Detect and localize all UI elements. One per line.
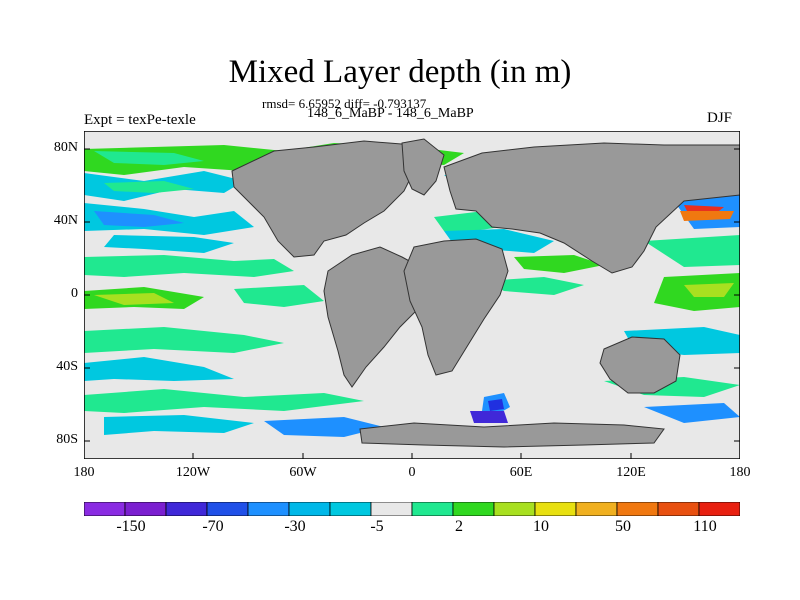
run-comparison: 148_6_MaBP - 148_6_MaBP bbox=[307, 106, 474, 121]
colorbar-label: 110 bbox=[693, 518, 717, 535]
colorbar-label: 50 bbox=[615, 518, 631, 535]
lon-label-60w: 60W bbox=[289, 465, 317, 480]
colorbar-swatch bbox=[124, 502, 167, 516]
experiment-label: Expt = texPe-texle bbox=[84, 112, 196, 128]
colorbar-swatch bbox=[698, 502, 740, 516]
colorbar-swatch bbox=[452, 502, 495, 516]
australia bbox=[599, 336, 681, 394]
lon-label-180e: 180 bbox=[729, 465, 751, 480]
lat-label-40s: 40S bbox=[56, 359, 78, 374]
colorbar-swatch bbox=[411, 502, 454, 516]
lon-label-120e: 120E bbox=[616, 465, 646, 480]
colorbar-swatch bbox=[247, 502, 290, 516]
colorbar-swatch bbox=[370, 502, 413, 516]
axis-ticks bbox=[84, 148, 740, 459]
antarctica bbox=[359, 422, 665, 448]
lat-label-80s: 80S bbox=[56, 432, 78, 447]
eurasia bbox=[443, 142, 740, 274]
map-title: Mixed Layer depth (in m) bbox=[228, 54, 572, 90]
north-america bbox=[231, 140, 415, 258]
colorbar-label: -150 bbox=[116, 518, 146, 535]
colorbar-swatch bbox=[493, 502, 536, 516]
colorbar-swatch bbox=[84, 502, 126, 516]
greenland bbox=[401, 138, 445, 196]
colorbar-swatch bbox=[206, 502, 249, 516]
colorbar-label: 10 bbox=[533, 518, 549, 535]
colorbar-label: -70 bbox=[202, 518, 224, 535]
colorbar-swatch bbox=[575, 502, 618, 516]
mld-difference-map bbox=[84, 131, 740, 459]
colorbar-label: 2 bbox=[455, 518, 463, 535]
colorbar-label: -5 bbox=[370, 518, 384, 535]
lon-label-0: 0 bbox=[408, 465, 416, 480]
colorbar-swatch bbox=[165, 502, 208, 516]
colorbar-label: -30 bbox=[284, 518, 306, 535]
lon-label-180w: 180 bbox=[73, 465, 95, 480]
africa bbox=[403, 238, 509, 376]
colorbar-swatch bbox=[534, 502, 577, 516]
colorbar-swatch bbox=[657, 502, 700, 516]
lat-label-0: 0 bbox=[71, 286, 78, 301]
lat-label-40n: 40N bbox=[53, 213, 78, 228]
south-america bbox=[323, 246, 429, 388]
lon-label-60e: 60E bbox=[509, 465, 533, 480]
colorbar bbox=[84, 502, 740, 516]
land-masks bbox=[231, 138, 740, 448]
lon-label-120w: 120W bbox=[175, 465, 211, 480]
colorbar-swatch bbox=[329, 502, 372, 516]
season-label: DJF bbox=[707, 110, 733, 126]
colorbar-swatch bbox=[616, 502, 659, 516]
lat-label-80n: 80N bbox=[53, 140, 78, 155]
colorbar-swatch bbox=[288, 502, 331, 516]
stats-line: rmsd= 6.65952 diff= -0.793137 bbox=[262, 96, 427, 111]
